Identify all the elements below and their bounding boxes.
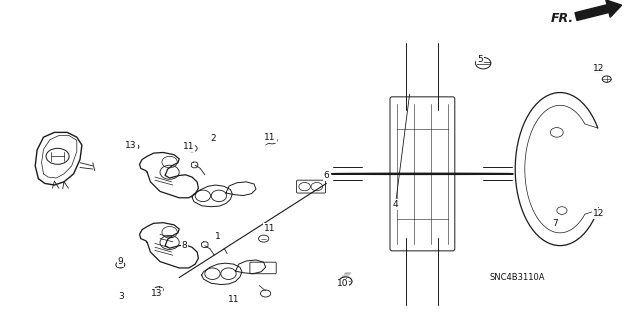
Text: 13: 13 [151, 289, 163, 298]
Text: 8: 8 [182, 241, 187, 250]
Text: 2: 2 [211, 134, 216, 143]
Text: 11: 11 [228, 295, 239, 304]
Text: 9: 9 [118, 257, 123, 266]
Text: 3: 3 [119, 292, 124, 301]
Text: 11: 11 [264, 133, 276, 142]
Text: 4: 4 [393, 200, 398, 209]
Text: 10: 10 [337, 279, 348, 288]
Text: SNC4B3110A: SNC4B3110A [490, 273, 545, 282]
Text: 11: 11 [264, 224, 276, 233]
FancyArrow shape [575, 0, 621, 20]
Text: 1: 1 [215, 232, 220, 241]
Text: 6: 6 [324, 171, 329, 180]
Text: 13: 13 [125, 141, 137, 150]
Text: 12: 12 [593, 209, 604, 218]
Text: 12: 12 [593, 64, 604, 73]
Text: 7: 7 [553, 219, 558, 228]
Text: 5: 5 [477, 55, 483, 63]
Text: 11: 11 [183, 142, 195, 151]
Text: FR.: FR. [550, 12, 573, 25]
